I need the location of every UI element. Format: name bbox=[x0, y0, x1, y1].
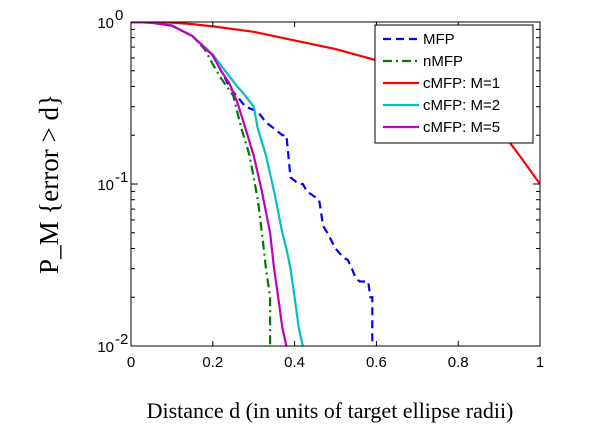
y-tick-label: 10 bbox=[97, 177, 114, 194]
y-tick-label: 10 bbox=[97, 15, 114, 32]
x-tick-label: 0.2 bbox=[202, 354, 223, 371]
series-line-1 bbox=[131, 22, 270, 346]
y-tick-exponent: -1 bbox=[115, 169, 128, 186]
x-tick-label: 0.8 bbox=[448, 354, 469, 371]
x-tick-label: 0.6 bbox=[366, 354, 387, 371]
y-tick-exponent: -2 bbox=[115, 331, 128, 348]
series-line-0 bbox=[131, 22, 372, 346]
x-tick-label: 1 bbox=[536, 354, 544, 371]
y-axis-label: P_M {error > d} bbox=[34, 94, 64, 274]
legend-label: cMFP: M=1 bbox=[423, 75, 500, 92]
x-tick-label: 0.4 bbox=[284, 354, 305, 371]
legend-label: MFP bbox=[423, 31, 455, 48]
legend-label: cMFP: M=2 bbox=[423, 97, 500, 114]
x-tick-label: 0 bbox=[127, 354, 135, 371]
x-axis-label: Distance d (in units of target ellipse r… bbox=[147, 398, 514, 423]
y-tick-exponent: 0 bbox=[115, 7, 123, 24]
series-line-4 bbox=[131, 22, 286, 346]
legend-label: cMFP: M=5 bbox=[423, 119, 500, 136]
y-tick-label: 10 bbox=[97, 339, 114, 356]
legend: MFP nMFP cMFP: M=1 cMFP: M=2 cMFP: M=5 bbox=[375, 25, 533, 143]
series-line-3 bbox=[131, 22, 303, 346]
legend-label: nMFP bbox=[423, 53, 463, 70]
